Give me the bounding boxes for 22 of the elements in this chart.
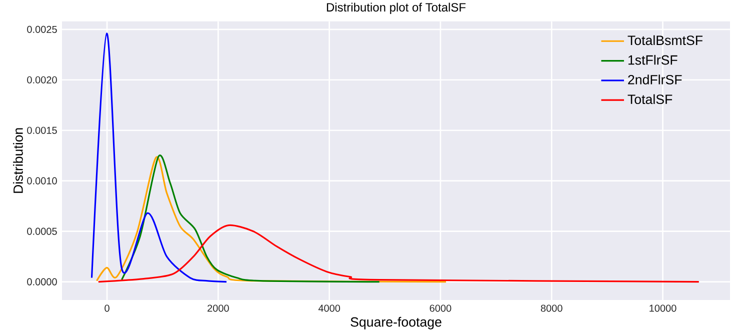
y-tick-label: 0.0020: [27, 76, 57, 84]
y-tick-label: 0.0010: [27, 177, 57, 184]
y-axis-title: Distribution: [13, 128, 23, 193]
line-series: [120, 155, 380, 283]
y-tick-label: 0.0015: [27, 126, 57, 134]
legend-label: TotalSF: [628, 94, 672, 104]
legend-label: 1stFlrSF: [628, 54, 678, 65]
x-tick-label: 4000: [318, 304, 340, 312]
line-series: [90, 32, 228, 283]
y-tick-label: 0.0025: [27, 26, 57, 33]
x-tick-label: 10000: [650, 304, 676, 312]
legend-label: TotalBsmtSF: [628, 35, 703, 46]
x-axis-title: Square-footage: [350, 316, 442, 330]
y-tick-label: 0.0005: [27, 228, 57, 235]
chart-title: Distribution plot of TotalSF: [326, 2, 466, 14]
x-tick-label: 8000: [540, 304, 562, 312]
x-tick-label: 2000: [208, 304, 229, 312]
x-tick-label: 0: [104, 304, 110, 312]
x-tick-label: 6000: [430, 304, 452, 312]
line-series: [98, 224, 700, 283]
legend-label: 2ndFlrSF: [628, 74, 682, 84]
y-tick-label: 0.0000: [27, 278, 57, 286]
